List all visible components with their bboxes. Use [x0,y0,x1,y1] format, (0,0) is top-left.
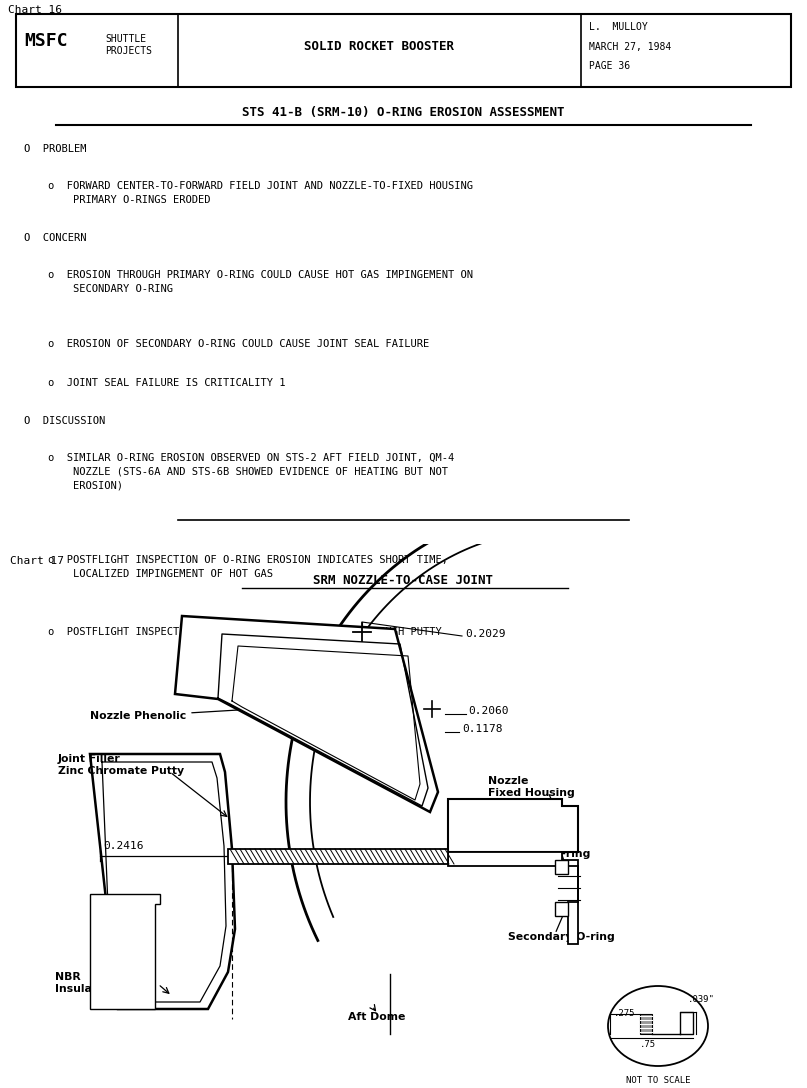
Text: SHUTTLE
PROJECTS: SHUTTLE PROJECTS [105,34,152,55]
Text: O  PROBLEM: O PROBLEM [24,145,86,154]
Text: o  POSTFLIGHT INSPECTION OF O-RING EROSION INDICATES SHORT TIME,
    LOCALIZED I: o POSTFLIGHT INSPECTION OF O-RING EROSIO… [48,555,449,580]
Text: .75: .75 [640,1040,656,1049]
Text: O  DISCUSSION: O DISCUSSION [24,416,106,425]
Text: NBR
Insulation: NBR Insulation [55,972,116,993]
Text: Nozzle Phenolic: Nozzle Phenolic [90,704,301,721]
Text: o  FORWARD CENTER-TO-FORWARD FIELD JOINT AND NOZZLE-TO-FIXED HOUSING
    PRIMARY: o FORWARD CENTER-TO-FORWARD FIELD JOINT … [48,182,474,206]
Text: Chart 17: Chart 17 [10,556,64,566]
Bar [228,849,448,864]
Text: L.  MULLOY: L. MULLOY [589,23,648,33]
Polygon shape [448,852,578,944]
Text: O  CONCERN: O CONCERN [24,233,86,243]
Text: o  POSTFLIGHT INSPECTION OF JOINTS SHOWS GAS PATH THROUGH PUTTY: o POSTFLIGHT INSPECTION OF JOINTS SHOWS … [48,627,442,636]
Text: SOLID ROCKET BOOSTER: SOLID ROCKET BOOSTER [304,40,454,53]
Text: MSFC: MSFC [24,32,68,50]
Bar [16,13,791,87]
Text: PAGE 36: PAGE 36 [589,61,630,72]
Text: o  EROSION OF SECONDARY O-RING COULD CAUSE JOINT SEAL FAILURE: o EROSION OF SECONDARY O-RING COULD CAUS… [48,339,429,349]
Polygon shape [448,799,578,852]
Text: 0.1178: 0.1178 [462,724,503,734]
Bar [555,902,568,916]
Text: Joint Filler
Zinc Chromate Putty: Joint Filler Zinc Chromate Putty [58,754,184,776]
Text: .039": .039" [688,996,715,1004]
Polygon shape [90,894,160,1009]
Text: Primary O-ring: Primary O-ring [500,849,591,860]
Text: .275: .275 [614,1009,635,1018]
Text: MARCH 27, 1984: MARCH 27, 1984 [589,41,671,51]
Polygon shape [90,754,235,1009]
Text: STS 41-B (SRM-10) O-RING EROSION ASSESSMENT: STS 41-B (SRM-10) O-RING EROSION ASSESSM… [242,106,565,119]
Text: SRM NOZZLE-TO-CASE JOINT: SRM NOZZLE-TO-CASE JOINT [313,574,493,588]
Text: 0.2029: 0.2029 [465,629,505,639]
Bar [555,860,568,874]
Text: Nozzle
Fixed Housing: Nozzle Fixed Housing [488,776,575,798]
Text: NOT TO SCALE: NOT TO SCALE [625,1076,690,1085]
Text: Chart 16: Chart 16 [8,5,62,15]
Text: o  EROSION THROUGH PRIMARY O-RING COULD CAUSE HOT GAS IMPINGEMENT ON
    SECONDA: o EROSION THROUGH PRIMARY O-RING COULD C… [48,270,474,294]
Text: 0.2416: 0.2416 [103,841,144,851]
Text: 0.2060: 0.2060 [468,706,508,716]
Text: o  SIMILAR O-RING EROSION OBSERVED ON STS-2 AFT FIELD JOINT, QM-4
    NOZZLE (ST: o SIMILAR O-RING EROSION OBSERVED ON STS… [48,453,454,491]
Text: o  JOINT SEAL FAILURE IS CRITICALITY 1: o JOINT SEAL FAILURE IS CRITICALITY 1 [48,378,286,387]
Text: Aft Dome: Aft Dome [348,1012,405,1022]
Polygon shape [175,616,438,812]
Ellipse shape [608,986,708,1066]
Bar [640,1014,652,1034]
Text: Secondary O-ring: Secondary O-ring [508,932,615,942]
